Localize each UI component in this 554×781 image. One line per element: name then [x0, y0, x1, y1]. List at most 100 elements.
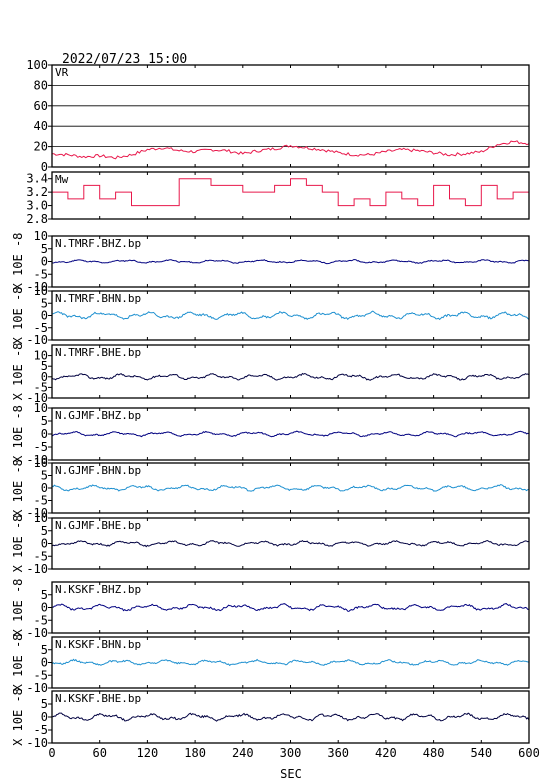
panel-mw: 2.83.03.23.4 Mw [26, 171, 530, 226]
y-tick-label: 10 [34, 511, 48, 525]
y-tick-label: 2.8 [26, 212, 48, 226]
y-tick-label: 0 [41, 710, 48, 724]
series-line [51, 539, 530, 548]
y-tick-label: 10 [34, 229, 48, 243]
y-tick-label: -5 [34, 267, 48, 281]
x-tick-label: 0 [48, 746, 55, 760]
y-tick-label: 0 [41, 601, 48, 615]
y-tick-label: 0 [41, 309, 48, 323]
y-tick-label: -5 [34, 549, 48, 563]
panel-label: N.TMRF.BHZ.bp [55, 237, 141, 250]
y-tick-label: 0 [41, 427, 48, 441]
y-tick-label: 5 [41, 643, 48, 657]
chart-timestamp: 2022/07/23 15:00 [62, 52, 187, 67]
y-tick-label: -10 [26, 333, 48, 347]
series-line [51, 658, 530, 667]
panel-label: VR [55, 66, 69, 79]
panel-n-kskf-bhz-bp: -10-505 N.KSKF.BHZ.bp X 10E -8 [11, 579, 530, 640]
y-tick-label: 5 [41, 296, 48, 310]
y-tick-label: 80 [34, 78, 48, 92]
panel-label: N.KSKF.BHZ.bp [55, 583, 141, 596]
y-axis-unit-label: X 10E -8 [11, 515, 25, 573]
panel-frame [51, 64, 530, 168]
y-tick-label: -10 [26, 562, 48, 576]
y-tick-label: -5 [34, 380, 48, 394]
panel-label: N.GJMF.BHN.bp [55, 464, 141, 477]
y-tick-label: 100 [26, 58, 48, 72]
panel-label: N.TMRF.BHN.bp [55, 292, 141, 305]
y-tick-label: -10 [26, 453, 48, 467]
series-line [51, 372, 530, 381]
y-axis-unit-label: X 10E -8 [11, 287, 25, 345]
y-tick-label: 10 [34, 456, 48, 470]
x-tick-label: 540 [470, 746, 492, 760]
x-tick-label: 420 [375, 746, 397, 760]
y-tick-label: 5 [41, 414, 48, 428]
y-axis-unit-label: X 10E -8 [11, 634, 25, 692]
y-tick-label: 3.4 [26, 172, 48, 186]
panel-n-kskf-bhn-bp: -10-505 N.KSKF.BHN.bp X 10E -8 [11, 634, 530, 695]
panel-label: N.TMRF.BHE.bp [55, 346, 141, 359]
y-axis-unit-label: X 10E -8 [11, 688, 25, 746]
panel-label: N.KSKF.BHE.bp [55, 692, 141, 705]
y-tick-label: -10 [26, 280, 48, 294]
y-tick-label: 3.0 [26, 199, 48, 213]
y-tick-label: 60 [34, 99, 48, 113]
y-axis-unit-label: X 10E -8 [11, 405, 25, 463]
y-tick-label: 3.2 [26, 185, 48, 199]
x-tick-label: 120 [137, 746, 159, 760]
series-line [52, 178, 530, 207]
y-tick-label: 5 [41, 524, 48, 538]
y-tick-label: 0 [41, 481, 48, 495]
y-tick-label: 0 [41, 160, 48, 174]
series-line [51, 712, 530, 722]
y-tick-label: 5 [41, 469, 48, 483]
y-tick-label: 10 [34, 284, 48, 298]
x-tick-label: 600 [518, 746, 540, 760]
y-tick-label: 5 [41, 359, 48, 373]
y-tick-label: 0 [41, 255, 48, 269]
y-tick-label: 20 [34, 140, 48, 154]
panel-n-kskf-bhe-bp: -10-505 N.KSKF.BHE.bp X 10E -8 [11, 688, 530, 750]
panel-label: N.GJMF.BHE.bp [55, 519, 141, 532]
y-axis-unit-label: X 10E -8 [11, 233, 25, 291]
y-tick-label: 10 [34, 401, 48, 415]
x-tick-label: 300 [280, 746, 302, 760]
y-tick-label: -10 [26, 681, 48, 695]
panel-label: N.KSKF.BHN.bp [55, 638, 141, 651]
x-tick-label: 360 [327, 746, 349, 760]
y-tick-label: -5 [34, 494, 48, 508]
series-line [51, 140, 530, 160]
y-tick-label: -5 [34, 613, 48, 627]
x-tick-label: 180 [184, 746, 206, 760]
y-tick-label: -5 [34, 668, 48, 682]
x-axis-label: SEC [280, 767, 302, 781]
y-tick-label: 40 [34, 119, 48, 133]
series-line [51, 310, 530, 321]
y-tick-label: -10 [26, 736, 48, 750]
y-tick-label: -5 [34, 723, 48, 737]
series-line [51, 603, 530, 612]
y-axis-unit-label: X 10E -8 [11, 343, 25, 401]
y-tick-label: 5 [41, 242, 48, 256]
y-tick-label: 5 [41, 588, 48, 602]
y-tick-label: 5 [41, 697, 48, 711]
y-tick-label: 10 [34, 349, 48, 363]
panel-vr: 0 20 40 60 80 100 VR [26, 58, 530, 174]
series-line [51, 430, 530, 438]
x-tick-label: 480 [423, 746, 445, 760]
x-tick-label: 60 [92, 746, 106, 760]
y-tick-label: 0 [41, 370, 48, 384]
y-axis-unit-label: X 10E -8 [11, 459, 25, 517]
y-tick-label: -10 [26, 506, 48, 520]
y-axis-unit-label: X 10E -8 [11, 579, 25, 637]
y-tick-label: 0 [41, 537, 48, 551]
